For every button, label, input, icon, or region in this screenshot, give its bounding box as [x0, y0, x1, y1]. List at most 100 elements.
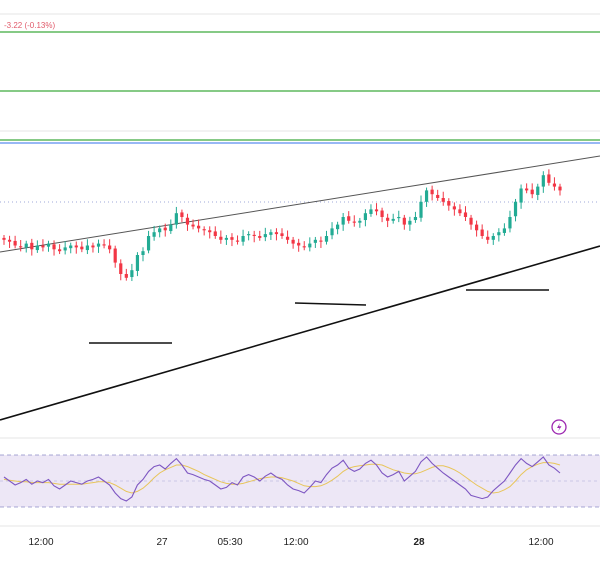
- candle-up: [330, 228, 334, 236]
- rsi-line: [3, 456, 561, 502]
- candle-down: [436, 194, 440, 198]
- candle-down: [285, 236, 290, 240]
- candle-up: [224, 237, 228, 240]
- candle-down: [486, 236, 490, 240]
- candle-down: [163, 227, 167, 231]
- candle-down: [525, 188, 529, 191]
- candle-up: [263, 234, 267, 238]
- candle-down: [297, 242, 301, 246]
- candle-up: [96, 243, 101, 247]
- candle-down: [280, 233, 284, 236]
- candle-up: [130, 270, 134, 278]
- candle-up: [158, 228, 162, 233]
- candle-up: [169, 224, 173, 232]
- support-line-2[interactable]: [294, 302, 367, 306]
- candle-up: [508, 217, 512, 229]
- candle-down: [219, 236, 223, 240]
- candle-down: [352, 221, 356, 223]
- candle-down: [30, 242, 34, 250]
- candle-down: [447, 201, 451, 206]
- candle-up: [341, 217, 345, 225]
- candle-up: [363, 213, 367, 221]
- candle-up: [135, 255, 140, 271]
- candle-up: [413, 217, 418, 221]
- candle-down: [58, 249, 62, 252]
- candle-down: [180, 212, 184, 217]
- candle-up: [497, 232, 501, 236]
- upper-trendline[interactable]: [0, 155, 600, 253]
- candle-down: [91, 245, 95, 248]
- candle-up: [513, 201, 518, 217]
- candle-up: [46, 243, 51, 247]
- candle-up: [69, 245, 73, 249]
- candle-up: [408, 220, 412, 225]
- candle-down: [441, 198, 445, 202]
- candle-up: [519, 188, 523, 203]
- candle-up: [336, 224, 340, 230]
- alert-bolt-icon[interactable]: [551, 419, 567, 435]
- candle-down: [124, 274, 128, 278]
- candle-down: [552, 183, 557, 187]
- candle-down: [74, 245, 78, 248]
- candle-up: [369, 209, 373, 214]
- candle-down: [347, 216, 351, 221]
- candle-up: [146, 236, 151, 251]
- time-axis[interactable]: 12:00 27 05:30 12:00 28 12:00: [28, 537, 553, 548]
- candle-down: [202, 229, 206, 231]
- candle-up: [358, 220, 362, 223]
- x-tick-label: 27: [156, 537, 168, 548]
- candle-down: [13, 240, 17, 246]
- candle-down: [208, 230, 212, 233]
- candle-up: [491, 236, 495, 240]
- candle-up: [174, 213, 178, 225]
- candle-down: [108, 245, 112, 250]
- candle-down: [374, 209, 379, 212]
- candle-down: [463, 212, 468, 217]
- candle-down: [41, 245, 45, 248]
- candle-up: [391, 218, 395, 221]
- rsi-ma-line: [3, 462, 561, 494]
- candle-down: [530, 189, 534, 195]
- candle-up: [63, 247, 67, 251]
- x-tick-label: 12:00: [283, 537, 308, 548]
- candle-up: [324, 236, 329, 242]
- candle-down: [402, 217, 406, 225]
- candle-up: [541, 175, 545, 187]
- candle-down: [469, 217, 473, 225]
- candle-up: [397, 217, 401, 219]
- candle-down: [319, 240, 323, 242]
- candle-up: [269, 232, 273, 235]
- lower-trendline[interactable]: [0, 245, 600, 421]
- candle-down: [191, 224, 195, 227]
- candle-up: [424, 190, 429, 202]
- candle-down: [386, 217, 390, 221]
- candle-down: [558, 186, 562, 191]
- candle-down: [547, 174, 551, 183]
- candle-down: [213, 231, 217, 236]
- candle-up: [141, 251, 145, 255]
- candle-down: [380, 210, 384, 217]
- candle-up: [502, 228, 506, 233]
- candle-up: [247, 234, 251, 236]
- candle-up: [241, 236, 245, 242]
- candle-down: [102, 244, 106, 246]
- candle-down: [52, 244, 56, 250]
- price-change-label: -3.22 (-0.13%): [4, 21, 56, 30]
- candle-up: [152, 232, 156, 237]
- candle-down: [480, 229, 484, 236]
- candle-down: [230, 237, 234, 240]
- candle-down: [2, 237, 6, 240]
- candle-down: [119, 263, 123, 274]
- candle-down: [291, 239, 295, 244]
- candle-down: [458, 209, 462, 214]
- candle-down: [7, 239, 12, 242]
- candle-up: [419, 201, 423, 218]
- candle-down: [185, 217, 190, 225]
- candle-down: [258, 236, 262, 238]
- candle-down: [80, 246, 84, 250]
- candle-up: [85, 245, 89, 251]
- candle-down: [274, 232, 279, 235]
- x-tick-label: 28: [413, 537, 425, 548]
- candle-down: [252, 234, 256, 236]
